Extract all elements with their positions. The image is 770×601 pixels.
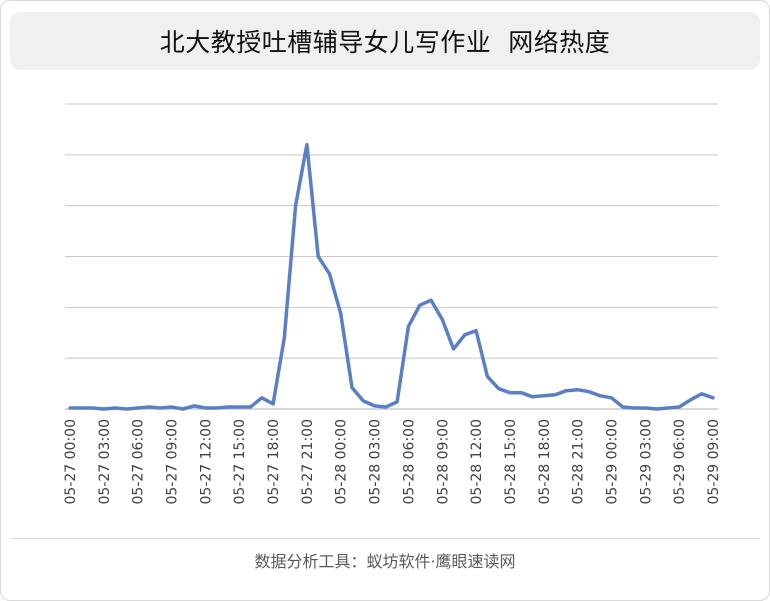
x-tick-label: 05-27 06:00 [131, 419, 147, 504]
x-tick-label: 05-28 15:00 [503, 419, 519, 504]
gridlines [65, 103, 718, 359]
x-tick-label: 05-27 12:00 [198, 419, 214, 504]
x-tick-label: 05-28 00:00 [334, 419, 350, 504]
x-tick-label: 05-27 09:00 [165, 419, 181, 504]
footer-divider [10, 538, 760, 539]
x-tick-label: 05-29 06:00 [672, 419, 688, 504]
x-tick-label: 05-28 06:00 [401, 419, 417, 504]
series-line-group [68, 142, 715, 411]
x-tick-label: 05-29 03:00 [638, 419, 654, 504]
x-tick-label: 05-28 03:00 [368, 419, 384, 504]
x-tick-label: 05-27 03:00 [97, 419, 113, 504]
x-tick-labels: 05-27 00:00 05-27 03:00 05-27 06:00 05-27 0… [63, 419, 722, 504]
x-tick-label: 05-28 09:00 [435, 419, 451, 504]
x-tick-label: 05-28 12:00 [469, 419, 485, 504]
data-source-note: 数据分析工具：蚁坊软件·鹰眼速读网 [254, 552, 516, 571]
x-tick-label: 05-28 18:00 [537, 419, 553, 504]
x-tick-label: 05-29 09:00 [706, 419, 722, 504]
x-tick-label: 05-27 15:00 [232, 419, 248, 504]
chart-title: 北大教授吐槽辅导女儿写作业 网络热度 [159, 28, 611, 57]
series-line [68, 142, 715, 411]
chart-title-bar: 北大教授吐槽辅导女儿写作业 网络热度 [10, 12, 760, 70]
x-tick-label: 05-27 18:00 [266, 419, 282, 504]
x-tick-label: 05-29 00:00 [605, 419, 621, 504]
x-tick-label: 05-27 21:00 [300, 419, 316, 504]
x-tick-label: 05-27 00:00 [63, 419, 79, 504]
x-tick-label: 05-28 21:00 [571, 419, 587, 504]
